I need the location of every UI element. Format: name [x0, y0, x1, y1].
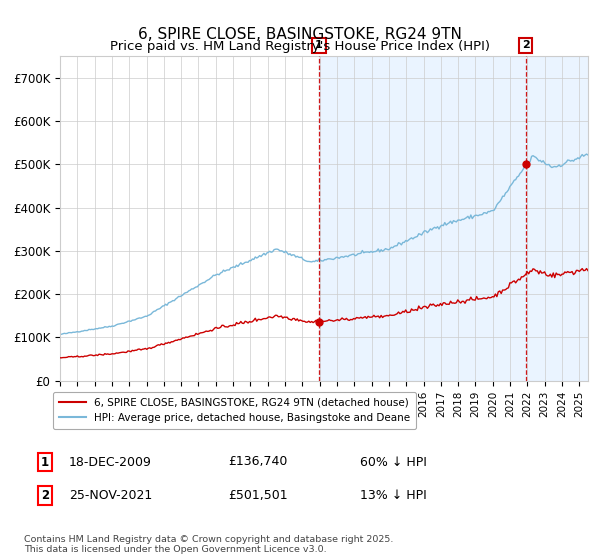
Text: 13% ↓ HPI: 13% ↓ HPI — [360, 489, 427, 502]
Text: 1: 1 — [41, 455, 49, 469]
Text: 6, SPIRE CLOSE, BASINGSTOKE, RG24 9TN: 6, SPIRE CLOSE, BASINGSTOKE, RG24 9TN — [138, 27, 462, 42]
Text: 2: 2 — [41, 489, 49, 502]
Text: 1: 1 — [315, 40, 323, 50]
Text: Price paid vs. HM Land Registry's House Price Index (HPI): Price paid vs. HM Land Registry's House … — [110, 40, 490, 53]
Text: £136,740: £136,740 — [228, 455, 287, 469]
Text: 2: 2 — [522, 40, 530, 50]
Bar — [319, 56, 600, 381]
Text: Contains HM Land Registry data © Crown copyright and database right 2025.
This d: Contains HM Land Registry data © Crown c… — [24, 535, 394, 554]
Text: £501,501: £501,501 — [228, 489, 287, 502]
Text: 18-DEC-2009: 18-DEC-2009 — [69, 455, 152, 469]
Text: 60% ↓ HPI: 60% ↓ HPI — [360, 455, 427, 469]
Legend: 6, SPIRE CLOSE, BASINGSTOKE, RG24 9TN (detached house), HPI: Average price, deta: 6, SPIRE CLOSE, BASINGSTOKE, RG24 9TN (d… — [53, 391, 416, 430]
Text: 25-NOV-2021: 25-NOV-2021 — [69, 489, 152, 502]
